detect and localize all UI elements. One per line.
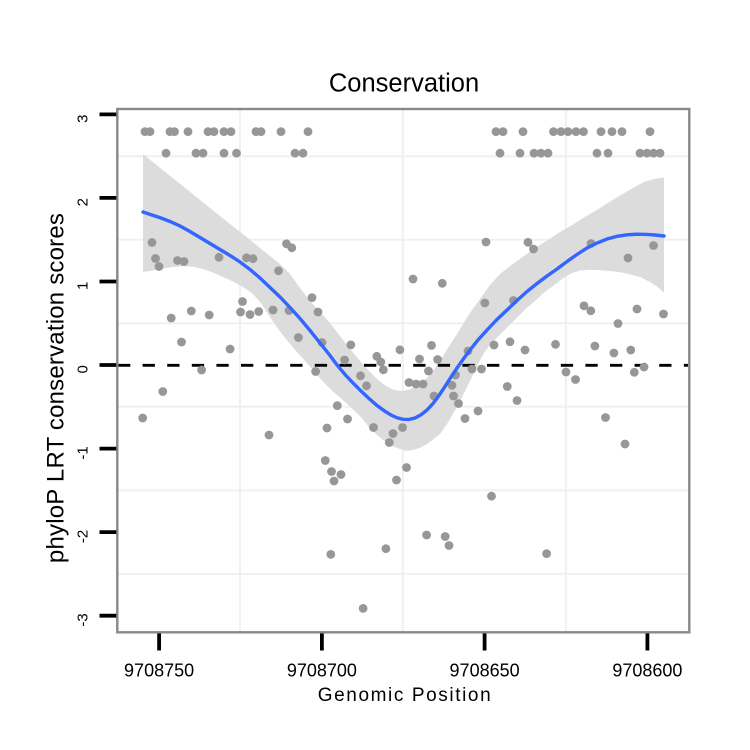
svg-text:Genomic Position: Genomic Position bbox=[318, 685, 493, 706]
svg-text:3: 3 bbox=[75, 115, 92, 123]
svg-text:1: 1 bbox=[75, 282, 92, 290]
svg-text:9708750: 9708750 bbox=[124, 661, 194, 681]
svg-text:-1: -1 bbox=[75, 446, 92, 459]
svg-text:9708700: 9708700 bbox=[287, 661, 357, 681]
svg-text:2: 2 bbox=[75, 198, 92, 206]
svg-text:-3: -3 bbox=[75, 613, 92, 626]
svg-text:phyloP LRT conservation scores: phyloP LRT conservation scores bbox=[43, 213, 70, 563]
svg-text:9708650: 9708650 bbox=[450, 661, 520, 681]
svg-text:9708600: 9708600 bbox=[612, 661, 682, 681]
svg-text:Conservation: Conservation bbox=[329, 70, 479, 98]
svg-text:-2: -2 bbox=[75, 530, 92, 543]
svg-text:0: 0 bbox=[75, 365, 92, 373]
